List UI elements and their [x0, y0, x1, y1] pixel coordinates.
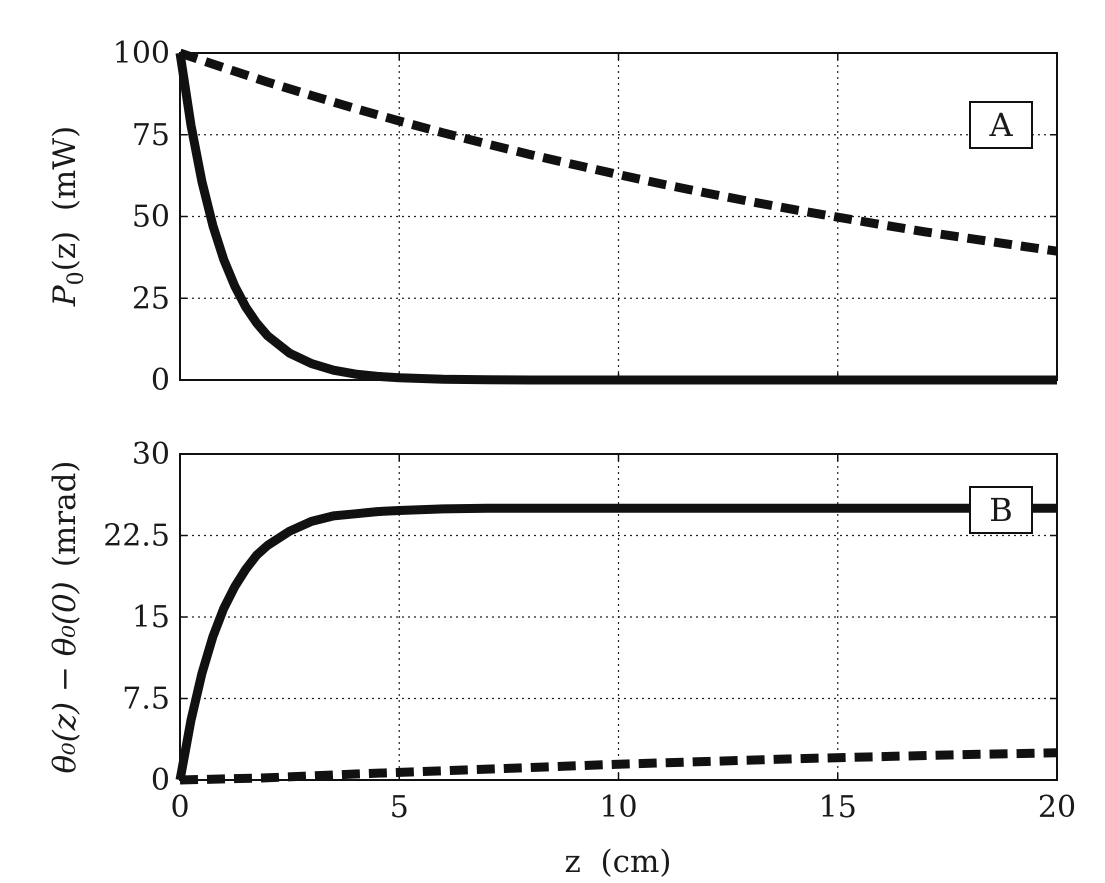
grid-b	[180, 454, 1057, 780]
panel-label-box-b: B	[969, 486, 1033, 534]
y-tick-label-a-1: 25	[132, 281, 170, 316]
x-tick-label-4: 20	[1038, 790, 1076, 825]
y-tick-label-b-3: 22.5	[103, 519, 170, 554]
y-tick-label-b-0: 0	[151, 763, 170, 798]
y-label-a-tail: (z) (mW)	[47, 126, 83, 272]
y-axis-label-b: θ₀(z) − θ₀(0) (mrad)	[47, 460, 83, 773]
x-axis-label: z (cm)	[565, 844, 672, 880]
y-tick-label-a-0: 0	[151, 363, 170, 398]
y-tick-label-a-2: 50	[132, 200, 170, 235]
y-tick-label-a-4: 100	[113, 36, 170, 71]
panel-b: 0 7.5 15 22.5 30 0 5 10 15 20 B θ₀(z) − θ₀(0) (mr…	[47, 437, 1076, 880]
series-group-b	[175, 503, 1058, 785]
y-label-b-tail: (mrad)	[47, 460, 83, 567]
x-tick-label-2: 10	[599, 790, 637, 825]
panel-label-a: A	[988, 106, 1013, 144]
series-line-b-dashed	[179, 748, 1058, 785]
x-tick-label-0: 0	[170, 790, 189, 825]
y-label-b-main: θ₀(z) − θ₀(0)	[47, 581, 83, 773]
y-ticks-b: 0 7.5 15 22.5 30	[103, 437, 1058, 798]
svg-text:θ₀(z) − θ₀(0)(mrad): θ₀(z) − θ₀(0) (mrad)	[47, 460, 83, 773]
y-label-a-sub: 0	[64, 271, 89, 285]
x-tick-label-3: 15	[819, 790, 857, 825]
svg-text:P0(z) (mW): P0(z) (mW)	[47, 126, 89, 308]
panel-label-box-a: A	[969, 101, 1033, 149]
x-tick-label-1: 5	[390, 790, 409, 825]
y-tick-label-b-1: 7.5	[122, 682, 170, 717]
y-tick-label-b-4: 30	[132, 437, 170, 472]
panel-label-b: B	[989, 491, 1013, 529]
y-axis-label-a: P0(z) (mW)	[47, 126, 89, 308]
y-ticks-a: 0 25 50 75 100	[113, 36, 1058, 398]
grid-a	[180, 53, 1057, 380]
y-label-a-main: P	[47, 284, 83, 307]
y-tick-label-a-3: 75	[132, 118, 170, 153]
x-ticks-b: 0 5 10 15 20	[170, 790, 1076, 825]
series-line-b-solid	[175, 503, 1057, 781]
y-tick-label-b-2: 15	[132, 600, 170, 635]
